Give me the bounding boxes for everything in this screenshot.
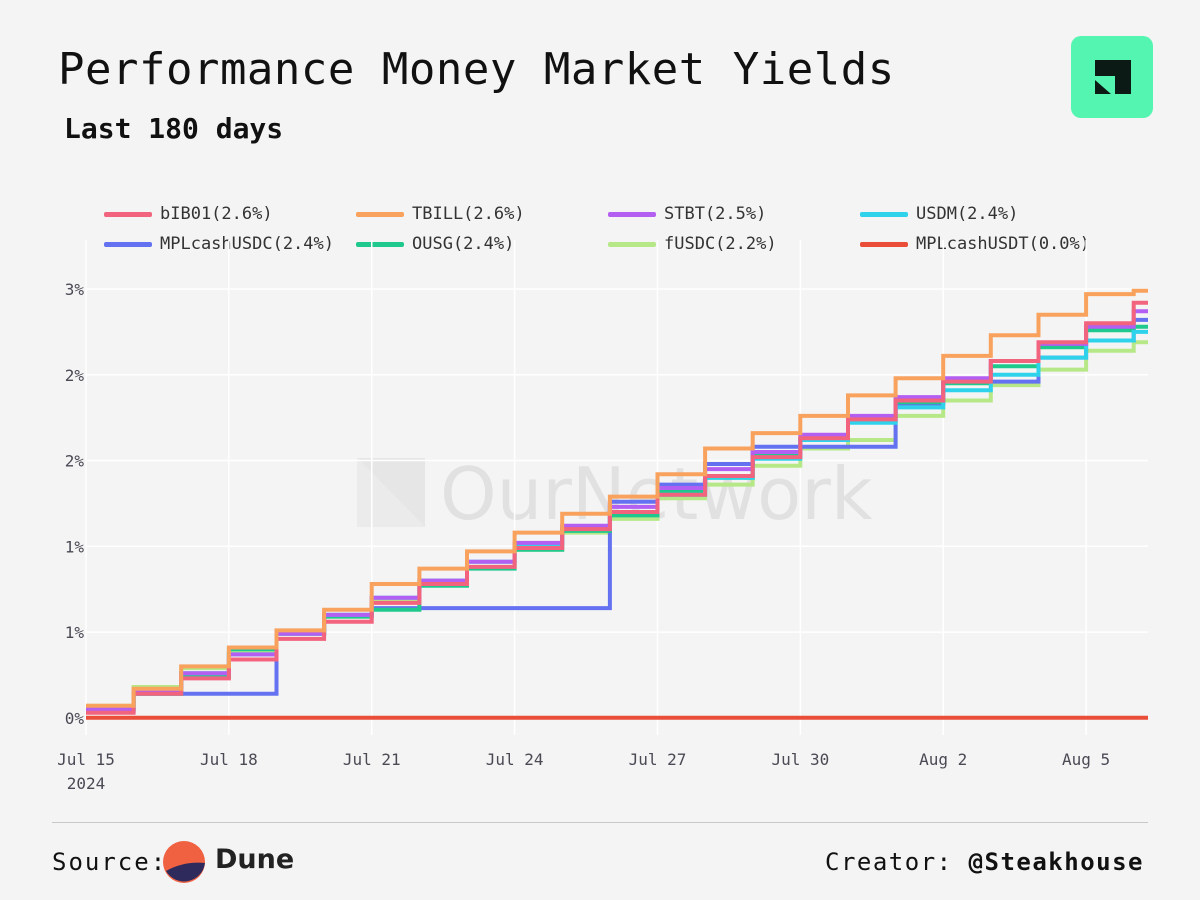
x-tick-label: Jul 21 [343, 750, 401, 769]
legend-label: MPLcashUSDC(2.4%) [160, 234, 334, 254]
y-tick-label: 2% [65, 366, 85, 385]
footer-divider [52, 822, 1148, 823]
x-tick-label: Jul 27 [629, 750, 687, 769]
source-label: Source: [52, 848, 168, 876]
legend-label: MPLcashUSDT(0.0%) [916, 234, 1090, 254]
legend-item-mplcashusdt[interactable]: MPLcashUSDT(0.0%) [860, 234, 1112, 254]
x-tick-label: Jul 30 [771, 750, 829, 769]
legend-swatch [104, 241, 152, 247]
y-tick-label: 0% [65, 709, 85, 728]
legend-swatch [860, 211, 908, 217]
y-tick-label: 1% [65, 537, 85, 556]
x-tick-label: Aug 5 [1062, 750, 1110, 769]
legend-swatch [356, 211, 404, 217]
x-axis-ticks: Jul 15 2024 Jul 18 Jul 21 Jul 24 Jul 27 Jul 30… [57, 750, 1110, 793]
legend-item-stbt[interactable]: STBT(2.5%) [608, 204, 860, 224]
legend-label: USDM(2.4%) [916, 204, 1019, 224]
legend-swatch [860, 241, 908, 247]
legend-label: bIB01(2.6%) [160, 204, 273, 224]
x-tick-label: Jul 18 [200, 750, 258, 769]
page-title: Performance Money Market Yields [58, 44, 895, 95]
legend-swatch [356, 241, 404, 247]
y-tick-label: 2% [65, 452, 85, 471]
dune-brand-text: Dune [215, 844, 295, 875]
legend-label: STBT(2.5%) [664, 204, 767, 224]
legend-item-usdm[interactable]: USDM(2.4%) [860, 204, 1112, 224]
page-subtitle: Last 180 days [64, 112, 284, 145]
legend-label: TBILL(2.6%) [412, 204, 525, 224]
legend-item-bib01[interactable]: bIB01(2.6%) [104, 204, 356, 224]
legend-item-mplcashusdc[interactable]: MPLcashUSDC(2.4%) [104, 234, 356, 254]
x-tick-label: Jul 15 [57, 750, 115, 769]
x-tick-label: Aug 2 [919, 750, 967, 769]
legend-label: OUSG(2.4%) [412, 234, 515, 254]
watermark-logo-shadow [357, 458, 425, 527]
creator-label: Creator: [825, 848, 953, 876]
y-tick-label: 3% [65, 280, 85, 299]
chart-legend: bIB01(2.6%) TBILL(2.6%) STBT(2.5%) USDM(2.4… [104, 204, 1164, 254]
legend-swatch [608, 241, 656, 247]
dune-logo-icon [163, 841, 205, 883]
legend-item-ousg[interactable]: OUSG(2.4%) [356, 234, 608, 254]
series-lines [86, 288, 1148, 720]
legend-swatch [608, 211, 656, 217]
brand-logo-icon [1071, 36, 1153, 118]
creator-credit: Creator: @Steakhouse [825, 848, 1144, 876]
legend-label: fUSDC(2.2%) [664, 234, 777, 254]
series-line-tbill [86, 288, 1148, 708]
x-tick-sublabel: 2024 [67, 774, 106, 793]
legend-item-fusdc[interactable]: fUSDC(2.2%) [608, 234, 860, 254]
legend-item-tbill[interactable]: TBILL(2.6%) [356, 204, 608, 224]
y-tick-label: 1% [65, 623, 85, 642]
x-tick-label: Jul 24 [486, 750, 544, 769]
creator-handle: @Steakhouse [968, 848, 1144, 876]
legend-swatch [104, 211, 152, 217]
y-axis-ticks: 0% 1% 1% 2% 2% 3% [65, 280, 85, 728]
watermark-logo-icon [357, 458, 425, 527]
